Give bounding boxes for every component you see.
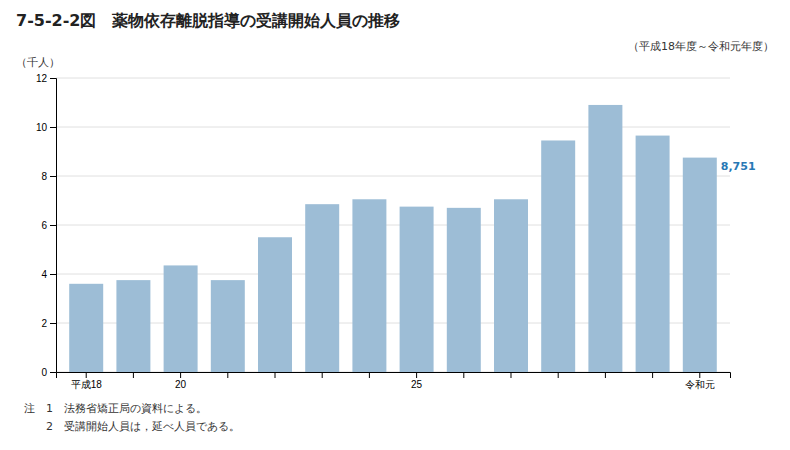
x-tick-mark (558, 372, 559, 378)
bar (636, 136, 670, 372)
value-label: 8,751 (721, 160, 756, 173)
grid (56, 78, 730, 372)
x-axis: 平成18 20 25 令和元 (57, 372, 731, 390)
bar (258, 237, 292, 372)
x-tick-label: 25 (411, 379, 423, 390)
y-tick-label: 0 (41, 367, 47, 378)
y-tick: 6 (41, 220, 56, 231)
y-tick-label: 8 (41, 171, 47, 182)
y-tick: 10 (36, 122, 56, 133)
y-tick-mark (50, 78, 56, 79)
x-tick-mark (180, 372, 181, 378)
grid-line (56, 274, 730, 275)
bar (683, 158, 717, 372)
note: 注 1 法務省矯正局の資料による。 (24, 402, 207, 415)
plot: 0 2 4 6 8 10 12 平成18 20 25 令和元 8,751 (36, 73, 756, 390)
y-axis-line (50, 79, 57, 373)
y-tick: 12 (36, 73, 56, 84)
x-tick (133, 372, 134, 378)
bar (494, 199, 528, 372)
x-tick-mark (416, 372, 417, 378)
x-tick: 平成18 (71, 372, 103, 390)
subtitle: （平成18年度～令和元年度） (628, 40, 774, 53)
x-tick-mark (86, 372, 87, 378)
bar (69, 284, 103, 372)
y-tick-label: 12 (36, 73, 48, 84)
y-tick-mark (50, 225, 56, 226)
x-tick (227, 372, 228, 378)
y-tick-label: 6 (41, 220, 47, 231)
bar (541, 140, 575, 372)
grid-line (56, 127, 730, 128)
x-tick-label: 平成18 (71, 379, 103, 390)
grid-line (56, 78, 730, 79)
x-tick-mark (369, 372, 370, 378)
y-tick-label: 4 (41, 269, 47, 280)
x-tick: 25 (411, 372, 423, 390)
y-tick-mark (50, 127, 56, 128)
x-tick (275, 372, 276, 378)
x-tick-mark (605, 372, 606, 378)
x-tick: 20 (175, 372, 187, 390)
y-tick: 0 (41, 367, 56, 378)
grid-line (56, 323, 730, 324)
x-tick-label: 令和元 (685, 379, 715, 390)
x-tick-label: 20 (175, 379, 187, 390)
bar (211, 280, 245, 372)
bar (447, 208, 481, 372)
bar (400, 207, 434, 372)
y-tick-mark (50, 176, 56, 177)
x-tick (463, 372, 464, 378)
x-tick-mark (463, 372, 464, 378)
x-tick-mark (275, 372, 276, 378)
y-tick-mark (50, 323, 56, 324)
grid-line (56, 176, 730, 177)
bar (305, 204, 339, 372)
x-tick-mark (510, 372, 511, 378)
bars (69, 105, 717, 372)
note: 2 受講開始人員は，延べ人員である。 (24, 420, 240, 433)
y-tick: 4 (41, 269, 56, 280)
y-tick-mark (50, 372, 56, 373)
chart: 7-5-2-2図 薬物依存離脱指導の受講開始人員の推移 （平成18年度～令和元年度… (0, 0, 790, 450)
bar (164, 265, 198, 372)
y-tick-label: 10 (36, 122, 48, 133)
x-tick (510, 372, 511, 378)
x-axis-line (57, 373, 731, 379)
y-axis: 0 2 4 6 8 10 12 (36, 73, 57, 378)
y-tick-mark (50, 274, 56, 275)
value-labels: 8,751 (721, 160, 756, 173)
x-tick (605, 372, 606, 378)
x-tick-mark (133, 372, 134, 378)
y-axis-label: （千人） (16, 56, 60, 69)
bar (352, 199, 386, 372)
bar (116, 280, 150, 372)
title: 7-5-2-2図 薬物依存離脱指導の受講開始人員の推移 (16, 11, 400, 30)
x-tick-mark (322, 372, 323, 378)
x-tick-mark (227, 372, 228, 378)
x-tick (652, 372, 653, 378)
grid-line (56, 225, 730, 226)
y-tick: 8 (41, 171, 56, 182)
x-tick (558, 372, 559, 378)
y-tick: 2 (41, 318, 56, 329)
x-tick: 令和元 (685, 372, 715, 390)
x-tick-mark (652, 372, 653, 378)
y-tick-label: 2 (41, 318, 47, 329)
x-tick (322, 372, 323, 378)
bar (588, 105, 622, 372)
x-tick-mark (699, 372, 700, 378)
x-tick (369, 372, 370, 378)
